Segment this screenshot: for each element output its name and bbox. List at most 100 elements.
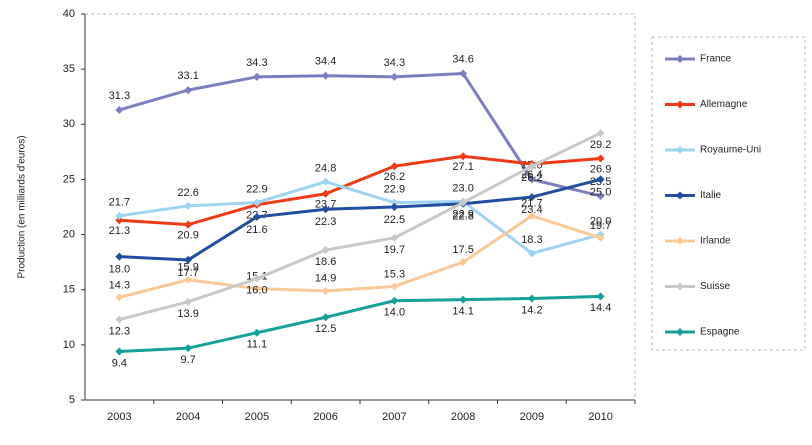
x-tick-label: 2004 bbox=[176, 411, 200, 423]
data-point bbox=[459, 69, 468, 78]
legend-label: Suisse bbox=[700, 281, 730, 292]
legend-marker bbox=[676, 282, 684, 291]
data-point bbox=[184, 297, 193, 306]
data-point bbox=[321, 246, 330, 255]
y-tick-label: 20 bbox=[63, 228, 75, 240]
data-label: 21.7 bbox=[109, 197, 130, 209]
data-point bbox=[321, 177, 330, 186]
data-label: 11.1 bbox=[247, 339, 268, 351]
data-point bbox=[459, 198, 468, 207]
legend-marker bbox=[676, 146, 684, 154]
data-point bbox=[390, 203, 399, 211]
data-point bbox=[527, 162, 536, 171]
y-tick-label: 15 bbox=[63, 284, 75, 296]
x-tick-label: 2007 bbox=[382, 411, 406, 423]
data-label: 21.6 bbox=[246, 224, 267, 236]
data-point bbox=[184, 275, 193, 284]
data-point bbox=[321, 313, 330, 322]
data-label: 22.9 bbox=[384, 183, 405, 195]
data-point bbox=[596, 191, 605, 200]
legend-marker bbox=[676, 191, 684, 200]
data-label: 18.3 bbox=[521, 234, 542, 246]
data-point bbox=[184, 201, 193, 210]
data-label: 34.3 bbox=[246, 57, 267, 69]
data-point bbox=[459, 295, 468, 304]
data-label: 9.4 bbox=[112, 357, 127, 369]
data-label: 26.2 bbox=[384, 171, 405, 183]
data-label: 14.2 bbox=[521, 304, 542, 316]
data-point bbox=[115, 216, 124, 225]
legend-marker bbox=[676, 237, 684, 245]
y-axis-label: Production (en milliards d'euros) bbox=[17, 135, 28, 278]
y-tick-label: 5 bbox=[69, 394, 75, 406]
data-point bbox=[596, 129, 605, 138]
legend-label: Irlande bbox=[700, 236, 731, 247]
series-line bbox=[119, 131, 602, 321]
data-point bbox=[527, 211, 536, 220]
legend-marker bbox=[676, 100, 684, 109]
data-point bbox=[115, 347, 124, 356]
data-point bbox=[252, 198, 261, 207]
data-label: 16.0 bbox=[246, 285, 267, 297]
data-point bbox=[527, 294, 536, 303]
data-label: 14.4 bbox=[590, 302, 611, 314]
data-point bbox=[252, 274, 261, 283]
data-label: 22.3 bbox=[315, 216, 336, 228]
data-label: 25.0 bbox=[590, 186, 611, 198]
y-tick-label: 10 bbox=[63, 339, 75, 351]
series-line bbox=[119, 214, 602, 299]
data-point bbox=[596, 175, 605, 184]
data-point bbox=[321, 205, 330, 214]
data-label: 22.8 bbox=[452, 211, 473, 223]
data-point bbox=[184, 344, 193, 353]
x-tick-label: 2003 bbox=[107, 411, 131, 423]
data-label: 34.4 bbox=[315, 56, 336, 68]
x-tick-label: 2010 bbox=[588, 411, 612, 423]
data-point bbox=[252, 212, 261, 221]
data-point bbox=[184, 86, 193, 95]
y-tick-label: 30 bbox=[63, 118, 75, 130]
data-label: 21.7 bbox=[521, 198, 542, 210]
legend-marker bbox=[676, 328, 684, 336]
data-point bbox=[596, 292, 605, 301]
y-tick-label: 25 bbox=[63, 173, 75, 185]
data-label: 23.4 bbox=[521, 204, 542, 216]
data-label: 34.6 bbox=[452, 53, 473, 65]
legend-label: Royaume-Uni bbox=[700, 145, 761, 156]
data-point bbox=[252, 72, 261, 81]
data-label: 14.1 bbox=[452, 306, 473, 318]
y-tick-label: 40 bbox=[63, 8, 75, 20]
data-label: 15.3 bbox=[384, 268, 405, 280]
data-label: 17.5 bbox=[452, 244, 473, 256]
data-label: 27.1 bbox=[452, 161, 473, 173]
data-point bbox=[527, 193, 536, 202]
data-point bbox=[115, 105, 124, 114]
data-label: 33.1 bbox=[177, 70, 198, 82]
data-label: 31.3 bbox=[109, 90, 130, 102]
data-label: 24.8 bbox=[315, 163, 336, 175]
data-point bbox=[184, 255, 193, 264]
data-label: 17.7 bbox=[177, 267, 198, 279]
data-point bbox=[390, 198, 399, 207]
data-point bbox=[596, 154, 605, 163]
data-label: 12.5 bbox=[315, 323, 336, 335]
legend-box bbox=[651, 36, 806, 351]
data-point bbox=[321, 71, 330, 80]
data-point bbox=[115, 252, 124, 261]
data-point bbox=[321, 189, 330, 198]
x-tick-label: 2008 bbox=[451, 411, 475, 423]
data-point bbox=[459, 152, 468, 161]
data-label: 26.4 bbox=[521, 169, 542, 181]
data-point bbox=[115, 293, 124, 302]
data-point bbox=[390, 162, 399, 171]
data-label: 18.0 bbox=[109, 264, 130, 276]
legend-label: Allemagne bbox=[700, 99, 748, 110]
legend-label: Espagne bbox=[700, 327, 740, 338]
data-label: 14.9 bbox=[315, 273, 336, 285]
data-label: 23.0 bbox=[452, 182, 473, 194]
data-label: 13.9 bbox=[177, 308, 198, 320]
data-label: 22.9 bbox=[246, 183, 267, 195]
data-point bbox=[184, 220, 193, 229]
data-point bbox=[115, 211, 124, 220]
